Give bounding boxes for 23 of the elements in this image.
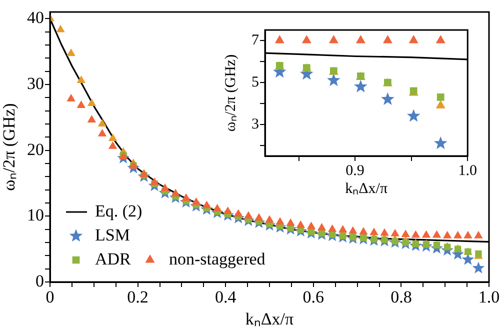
y-tick-label: 5 [252,74,259,90]
x-tick-label: 0.9 [346,162,364,179]
y-tick-label: 20 [27,140,44,159]
x-axis-title: kₙΔx/π [345,180,388,197]
x-tick-label: 1.0 [458,162,477,179]
legend-label: LSM [95,225,130,244]
y-tick-label: 10 [27,206,44,225]
legend-label: Eq. (2) [95,201,142,220]
legend-label: ADR [95,249,132,268]
x-tick-label: 0.8 [390,288,412,307]
y-axis-title: ωₙ/2π (GHz) [222,54,239,132]
y-tick-label: 7 [252,32,260,48]
x-tick-label: 0.2 [127,288,148,307]
x-tick-label: 0.4 [214,288,237,307]
x-tick-label: 0.6 [302,288,324,307]
y-axis-title: ωₙ/2π (GHz) [0,103,19,191]
y-tick-label: 40 [27,8,44,28]
y-tick-label: 0 [36,271,44,290]
y-tick-label: 30 [27,74,44,93]
y-tick-label: 3 [252,116,259,132]
x-tick-label: 1.0 [478,288,500,307]
x-axis-title: kₙΔx/π [245,309,294,328]
legend-label: non-staggered [169,249,266,268]
